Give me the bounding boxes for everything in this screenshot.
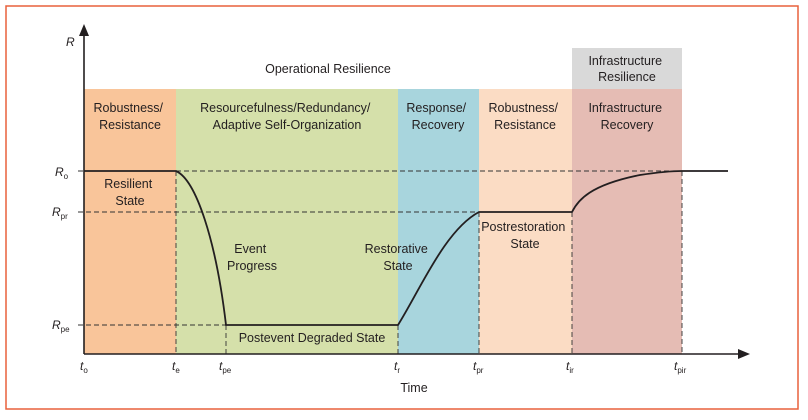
phase-region-robustness-2	[479, 89, 572, 354]
state-label-restorative-line1: Restorative	[365, 242, 428, 256]
x-tick-tr: tr	[394, 359, 400, 375]
phase-label-response-line1: Response/	[406, 101, 466, 115]
x-tick-tpir: tpir	[674, 359, 687, 375]
x-tick-tpr-main: t	[473, 359, 477, 373]
x-tick-te: te	[172, 359, 180, 375]
phase-label-resourcefulness-line2: Adaptive Self-Organization	[213, 118, 362, 132]
x-tick-tpir-main: t	[674, 359, 678, 373]
y-tick-rpr-main: R	[52, 205, 61, 219]
phase-region-infra-recovery	[572, 89, 682, 354]
state-label-event: Event Progress	[227, 242, 277, 273]
y-tick-ro-main: R	[55, 165, 64, 179]
state-label-restorative-line2: State	[383, 259, 412, 273]
y-tick-rpe-sub: pe	[61, 325, 70, 334]
state-label-restorative: Restorative State	[365, 242, 432, 273]
state-label-postrestoration-line2: State	[510, 237, 539, 251]
x-tick-to-sub: o	[83, 366, 88, 375]
phase-label-response-line2: Recovery	[412, 118, 466, 132]
y-tick-rpr: Rpr	[52, 205, 68, 221]
x-tick-tr-main: t	[394, 359, 398, 373]
x-tick-tpr: tpr	[473, 359, 484, 375]
x-tick-tpe-main: t	[219, 359, 223, 373]
state-label-event-line1: Event	[234, 242, 266, 256]
y-tick-ro-sub: o	[64, 172, 69, 181]
state-label-event-line2: Progress	[227, 259, 277, 273]
phase-label-resourcefulness: Resourcefulness/Redundancy/ Adaptive Sel…	[200, 101, 374, 132]
state-label-resilient: Resilient State	[104, 177, 155, 208]
phase-region-resourcefulness	[176, 89, 398, 354]
infrastructure-resilience-line1: Infrastructure	[588, 54, 662, 68]
phase-label-infra-recovery: Infrastructure Recovery	[588, 101, 665, 132]
infrastructure-resilience-band	[572, 48, 682, 89]
x-tick-tir-sub: ir	[569, 366, 574, 375]
phase-label-robustness-2: Robustness/ Resistance	[489, 101, 562, 132]
phase-label-infra-recovery-line2: Recovery	[601, 118, 655, 132]
x-tick-tpir-sub: pir	[677, 366, 686, 375]
y-tick-rpe: Rpe	[52, 318, 70, 334]
x-tick-tpe-sub: pe	[222, 366, 231, 375]
x-tick-te-sub: e	[175, 366, 180, 375]
x-tick-tir: tir	[566, 359, 574, 375]
phase-label-robustness-2-line2: Resistance	[494, 118, 556, 132]
resilience-curve	[84, 170, 728, 326]
y-tick-ro: Ro	[55, 165, 69, 181]
phase-label-robustness-1: Robustness/ Resistance	[94, 101, 167, 132]
state-label-degraded: Postevent Degraded State	[239, 331, 386, 345]
x-tick-tpe: tpe	[219, 359, 232, 375]
phase-label-robustness-2-line1: Robustness/	[489, 101, 559, 115]
state-label-postrestoration-line1: Postrestoration	[481, 220, 565, 234]
figure-frame	[5, 5, 799, 410]
x-tick-tir-main: t	[566, 359, 570, 373]
infrastructure-resilience-label: Infrastructure Resilience	[588, 54, 665, 84]
phase-label-robustness-1-line1: Robustness/	[94, 101, 164, 115]
y-tick-rpr-sub: pr	[61, 212, 68, 221]
x-axis-title: Time	[400, 381, 427, 395]
operational-resilience-label: Operational Resilience	[265, 62, 391, 76]
x-tick-te-main: t	[172, 359, 176, 373]
y-axis-arrow-icon	[79, 24, 89, 36]
phase-label-resourcefulness-line1: Resourcefulness/Redundancy/	[200, 101, 371, 115]
state-label-resilient-line2: State	[115, 194, 144, 208]
x-tick-tr-sub: r	[397, 366, 400, 375]
infrastructure-resilience-line2: Resilience	[598, 70, 656, 84]
x-tick-to-main: t	[80, 359, 84, 373]
x-tick-to: to	[80, 359, 88, 375]
x-tick-tpr-sub: pr	[476, 366, 483, 375]
y-axis-label: R	[66, 35, 75, 49]
state-label-resilient-line1: Resilient	[104, 177, 152, 191]
phase-label-response: Response/ Recovery	[406, 101, 469, 132]
phase-region-robustness-1	[84, 89, 176, 354]
state-label-postrestoration: Postrestoration State	[481, 220, 569, 251]
y-tick-rpe-main: R	[52, 318, 61, 332]
x-axis-arrow-icon	[738, 349, 750, 359]
phase-label-infra-recovery-line1: Infrastructure	[588, 101, 662, 115]
operational-resilience-band	[84, 48, 572, 89]
phase-label-robustness-1-line2: Resistance	[99, 118, 161, 132]
